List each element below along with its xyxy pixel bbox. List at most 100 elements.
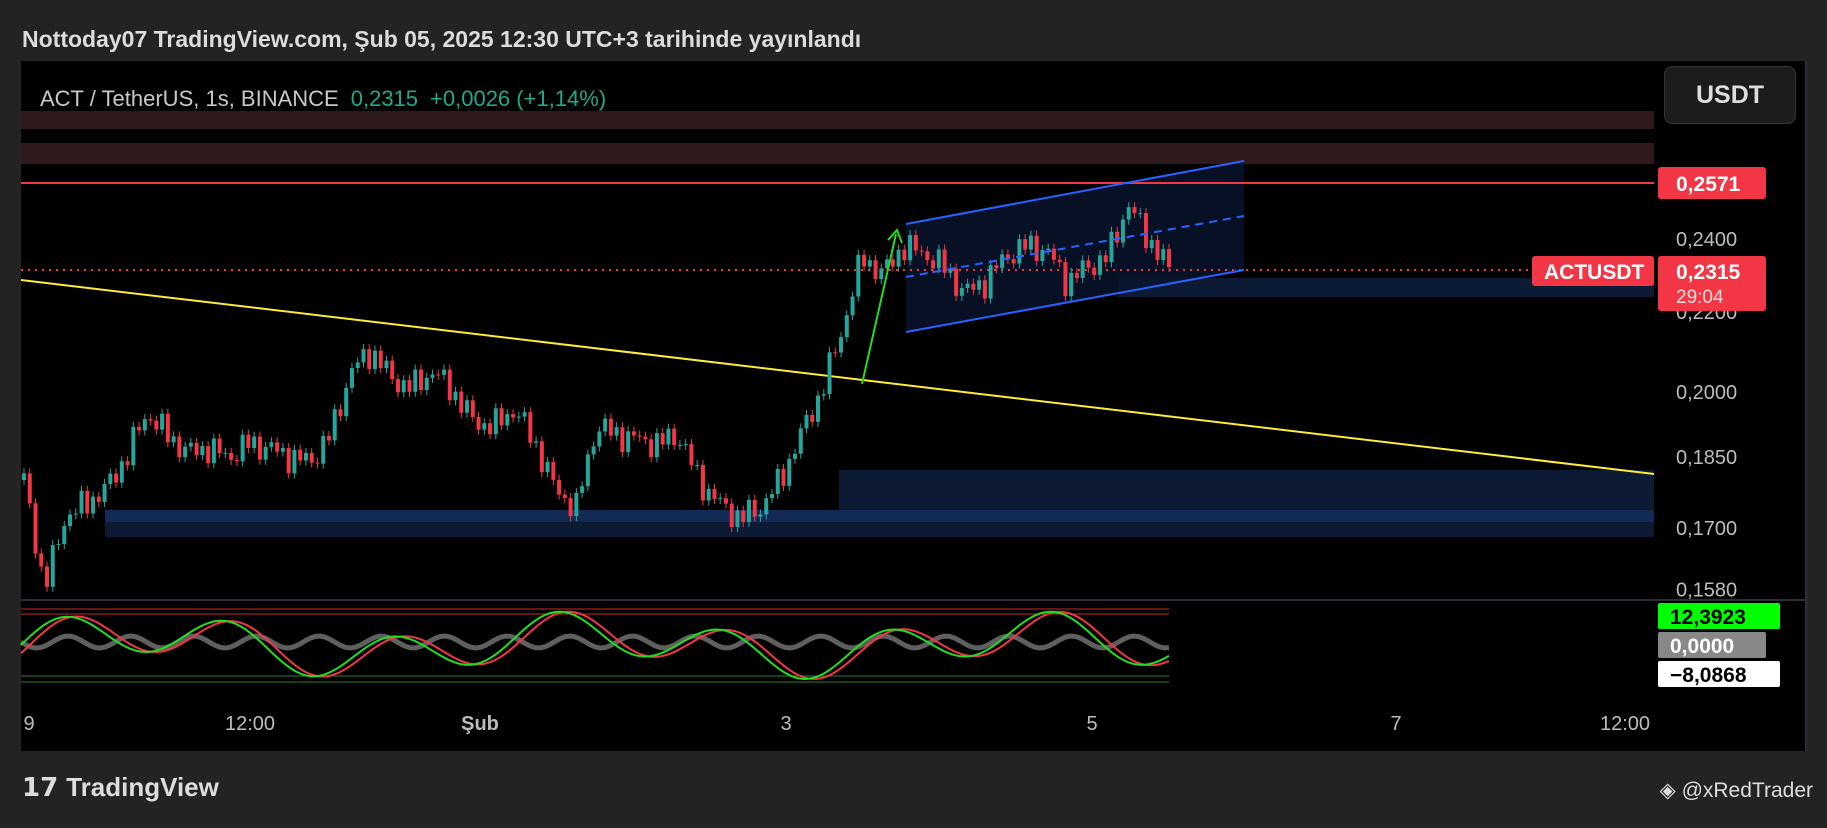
candle-body [269,442,274,447]
candle-body [378,350,383,369]
candle-body [1080,260,1085,279]
candle-body [545,461,550,473]
candle-body [626,431,631,453]
candle-body [620,427,625,453]
candle-body [1126,207,1131,220]
candle-body [79,490,84,514]
candle-body [27,473,32,504]
candle-body [493,408,498,435]
candle-body [695,464,700,466]
candle-body [499,408,504,426]
candle-body [729,503,734,527]
candle-body [1040,249,1045,262]
candle-body [522,412,527,417]
candle-body [309,452,314,463]
candle-body [1005,254,1010,260]
candle-body [217,438,222,454]
candle-body [516,416,521,418]
binance-icon: ◈ [1659,779,1682,802]
candle-body [856,254,861,297]
candle-body [424,377,429,390]
candle-body [959,287,964,296]
candle-body [816,395,821,422]
candle-body [977,280,982,290]
candle-body [436,374,441,376]
candle-body [539,441,544,473]
candle-body [982,280,987,299]
candle-body [1046,248,1051,250]
candle-body [280,448,285,452]
brand-name: TradingView [66,772,219,802]
candle-body [574,492,579,517]
candle-body [303,452,308,461]
candle-body [361,349,366,363]
candle-body [769,494,774,499]
candle-body [131,426,136,466]
credit: ◈ @xRedTrader [1659,779,1813,802]
candle-body [1000,254,1005,269]
channel-lower [905,269,1245,333]
candle-body [654,433,659,458]
candle-body [1115,231,1120,243]
candle-body [706,488,711,501]
candle-body [649,439,654,458]
last-price-tag [1658,256,1766,311]
candle-body [557,479,562,495]
candle-body [839,337,844,353]
channel-mid [905,215,1245,278]
candle-body [850,296,855,316]
candle-body [511,414,516,418]
candle-body [603,418,608,432]
candle-body [488,423,493,435]
candle-body [257,436,262,460]
candle-body [39,553,44,567]
symbol-change: +0,0026 (+1,14%) [430,86,607,111]
candle-body [723,498,728,504]
symbol-price: 0,2315 [350,86,419,111]
candle-body [298,449,303,461]
candle-body [919,250,924,252]
candle-body [160,413,165,430]
tradingview-logo[interactable]: 𝟭𝟳 TradingView [22,772,219,803]
candle-body [286,448,291,474]
candle-body [1109,231,1114,263]
candle-body [96,496,101,502]
candle-body [631,431,636,436]
candle-body [315,462,320,464]
trendline [20,279,1655,475]
arrow-head-icon [887,228,903,244]
candle-body [908,235,913,261]
arrow-line [861,233,897,385]
candle-body [367,349,372,369]
candle-body [56,544,61,546]
supply-zone [21,111,1654,129]
signal-band [19,633,1170,651]
candle-body [862,254,867,267]
currency-button[interactable]: USDT [1664,66,1796,124]
candle-body [1161,249,1166,261]
symbol-info: ACT / TetherUS, 1s, BINANCE 0,2315 +0,0026… [40,86,606,112]
candle-body [211,438,216,464]
candle-body [1097,255,1102,275]
candle-body [597,431,602,447]
candle-body [142,419,147,431]
candle-body [994,265,999,269]
candle-body [1023,239,1028,250]
candle-body [223,452,228,454]
candle-body [873,260,878,280]
candle-body [741,510,746,522]
candle-body [764,498,769,515]
candle-body [735,510,740,527]
candle-body [252,436,257,448]
candle-body [885,259,890,269]
candle-body [718,498,723,500]
candle-body [137,426,142,431]
y-tick-label: 0,2400 [1676,229,1737,251]
channel-upper [905,160,1245,225]
candle-body [384,360,389,369]
candle-body [804,415,809,429]
candle-body [902,249,907,261]
candle-body [942,249,947,273]
candle-body [102,483,107,502]
